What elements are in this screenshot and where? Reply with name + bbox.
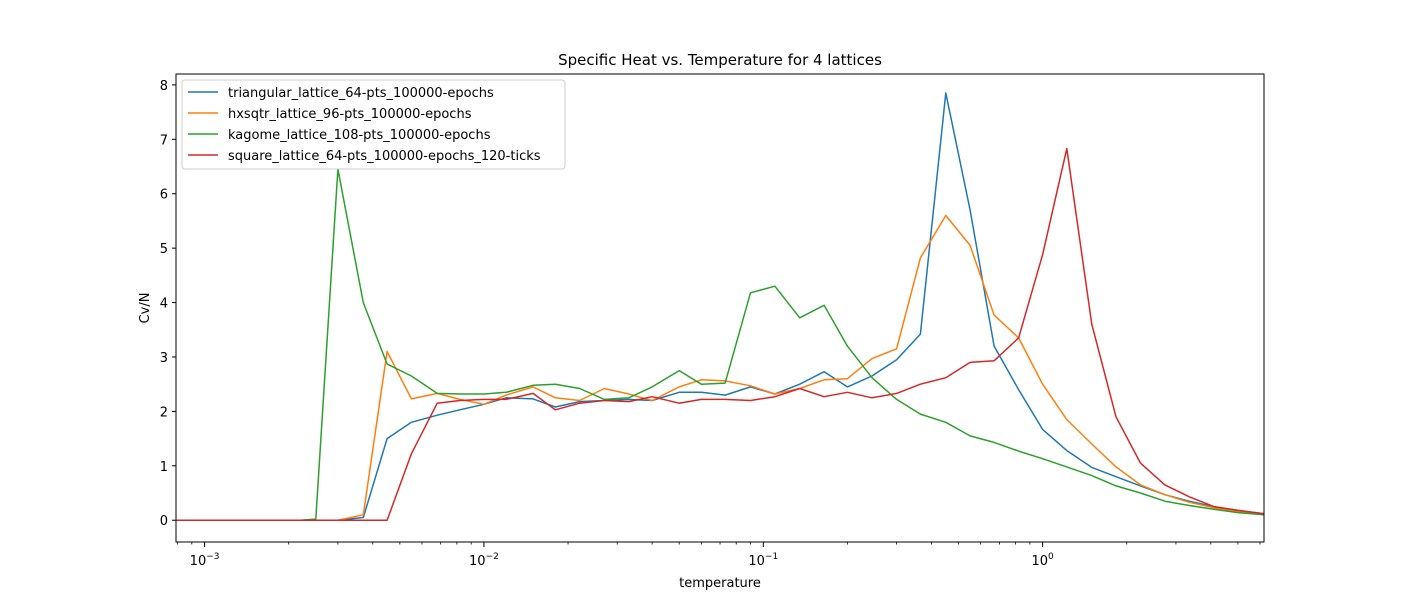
- y-tick-label: 1: [160, 460, 168, 475]
- series-line-3: [176, 168, 1265, 521]
- legend-label-1: triangular_lattice_64-pts_100000-epochs: [228, 86, 494, 101]
- y-axis: 0 1 2 3 4 5 6 7 8: [160, 79, 176, 529]
- y-tick-label: 4: [160, 297, 168, 312]
- legend-label-2: hxsqtr_lattice_96-pts_100000-epochs: [228, 107, 472, 122]
- y-tick-label: 6: [160, 188, 168, 203]
- y-tick-label: 5: [160, 242, 168, 257]
- y-tick-label: 0: [160, 514, 168, 529]
- legend-label-4: square_lattice_64-pts_100000-epochs_120-…: [228, 149, 541, 164]
- series-line-4: [176, 147, 1265, 521]
- series-line-2: [176, 214, 1265, 521]
- y-tick-label: 7: [160, 133, 168, 148]
- y-tick-label: 3: [160, 351, 168, 366]
- y-tick-label: 8: [160, 79, 168, 94]
- y-axis-label: Cv/N: [138, 293, 153, 324]
- series-line-1: [176, 92, 1265, 521]
- chart-title: Specific Heat vs. Temperature for 4 latt…: [558, 51, 882, 69]
- y-tick-label: 2: [160, 405, 168, 420]
- legend-box: [181, 79, 566, 170]
- legend-label-3: kagome_lattice_108-pts_100000-epochs: [228, 128, 491, 143]
- legend: triangular_lattice_64-pts_100000-epochsh…: [181, 79, 566, 170]
- x-axis-label: temperature: [679, 576, 761, 591]
- series-layer: [176, 92, 1265, 521]
